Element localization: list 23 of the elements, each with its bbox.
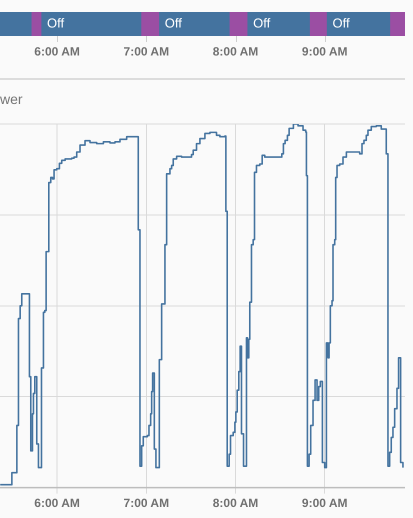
data-label: Off bbox=[332, 16, 350, 31]
x-tick-label: 8:00 AM bbox=[212, 44, 258, 59]
bar bbox=[309, 12, 327, 36]
bar bbox=[326, 12, 390, 36]
bar bbox=[140, 12, 160, 36]
bar bbox=[40, 12, 142, 36]
x-tick-label: 9:00 AM bbox=[302, 44, 348, 59]
bar bbox=[390, 12, 405, 36]
chart-title: wer bbox=[0, 90, 23, 108]
x-tick-label: 9:00 AM bbox=[302, 496, 348, 510]
bar bbox=[158, 12, 230, 36]
bar bbox=[30, 12, 42, 36]
data-label: Off bbox=[164, 16, 182, 31]
x-tick-label: 7:00 AM bbox=[124, 496, 170, 510]
bar bbox=[228, 12, 248, 36]
x-tick-label: 8:00 AM bbox=[212, 496, 258, 510]
x-tick-label: 6:00 AM bbox=[34, 44, 80, 59]
x-tick-label: 7:00 AM bbox=[124, 44, 170, 59]
bar bbox=[246, 12, 310, 36]
data-label: Off bbox=[47, 16, 65, 31]
x-tick-label: 6:00 AM bbox=[34, 496, 80, 510]
bar bbox=[0, 12, 32, 36]
data-label: Off bbox=[253, 16, 271, 31]
